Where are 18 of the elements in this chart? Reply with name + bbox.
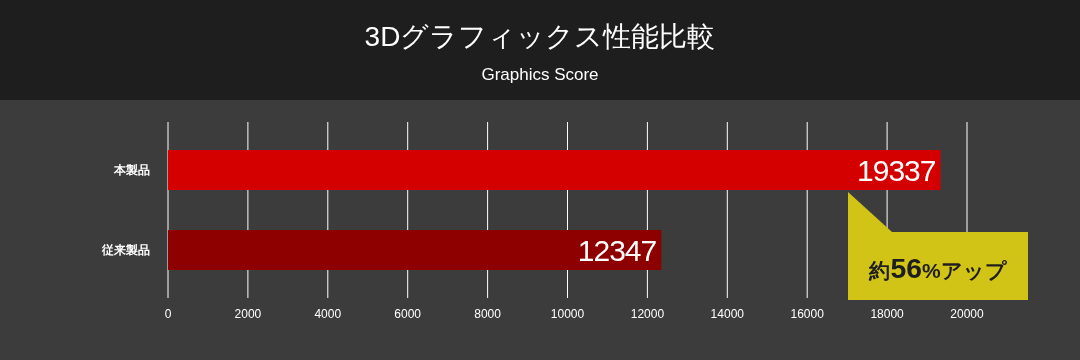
- x-tick-label: 6000: [394, 307, 422, 321]
- annotation: 約56%アップ: [868, 252, 1007, 284]
- x-tick-label: 12000: [630, 307, 665, 321]
- x-tick-label: 16000: [790, 307, 825, 321]
- chart-subtitle: Graphics Score: [481, 65, 599, 84]
- chart-title: 3Dグラフィックス性能比較: [364, 21, 716, 52]
- data-label: 19337: [857, 154, 936, 187]
- data-label: 12347: [577, 234, 657, 267]
- x-tick-label: 10000: [550, 307, 585, 321]
- x-tick-label: 4000: [314, 307, 342, 321]
- x-tick-label: 8000: [474, 307, 502, 321]
- x-tick-label: 20000: [950, 307, 985, 321]
- x-tick-label: 2000: [234, 307, 262, 321]
- x-tick-label: 0: [164, 307, 172, 321]
- y-tick-label: 従来製品: [101, 243, 150, 257]
- x-tick-label: 18000: [870, 307, 905, 321]
- y-tick-label: 本製品: [113, 163, 150, 177]
- x-tick-label: 14000: [710, 307, 745, 321]
